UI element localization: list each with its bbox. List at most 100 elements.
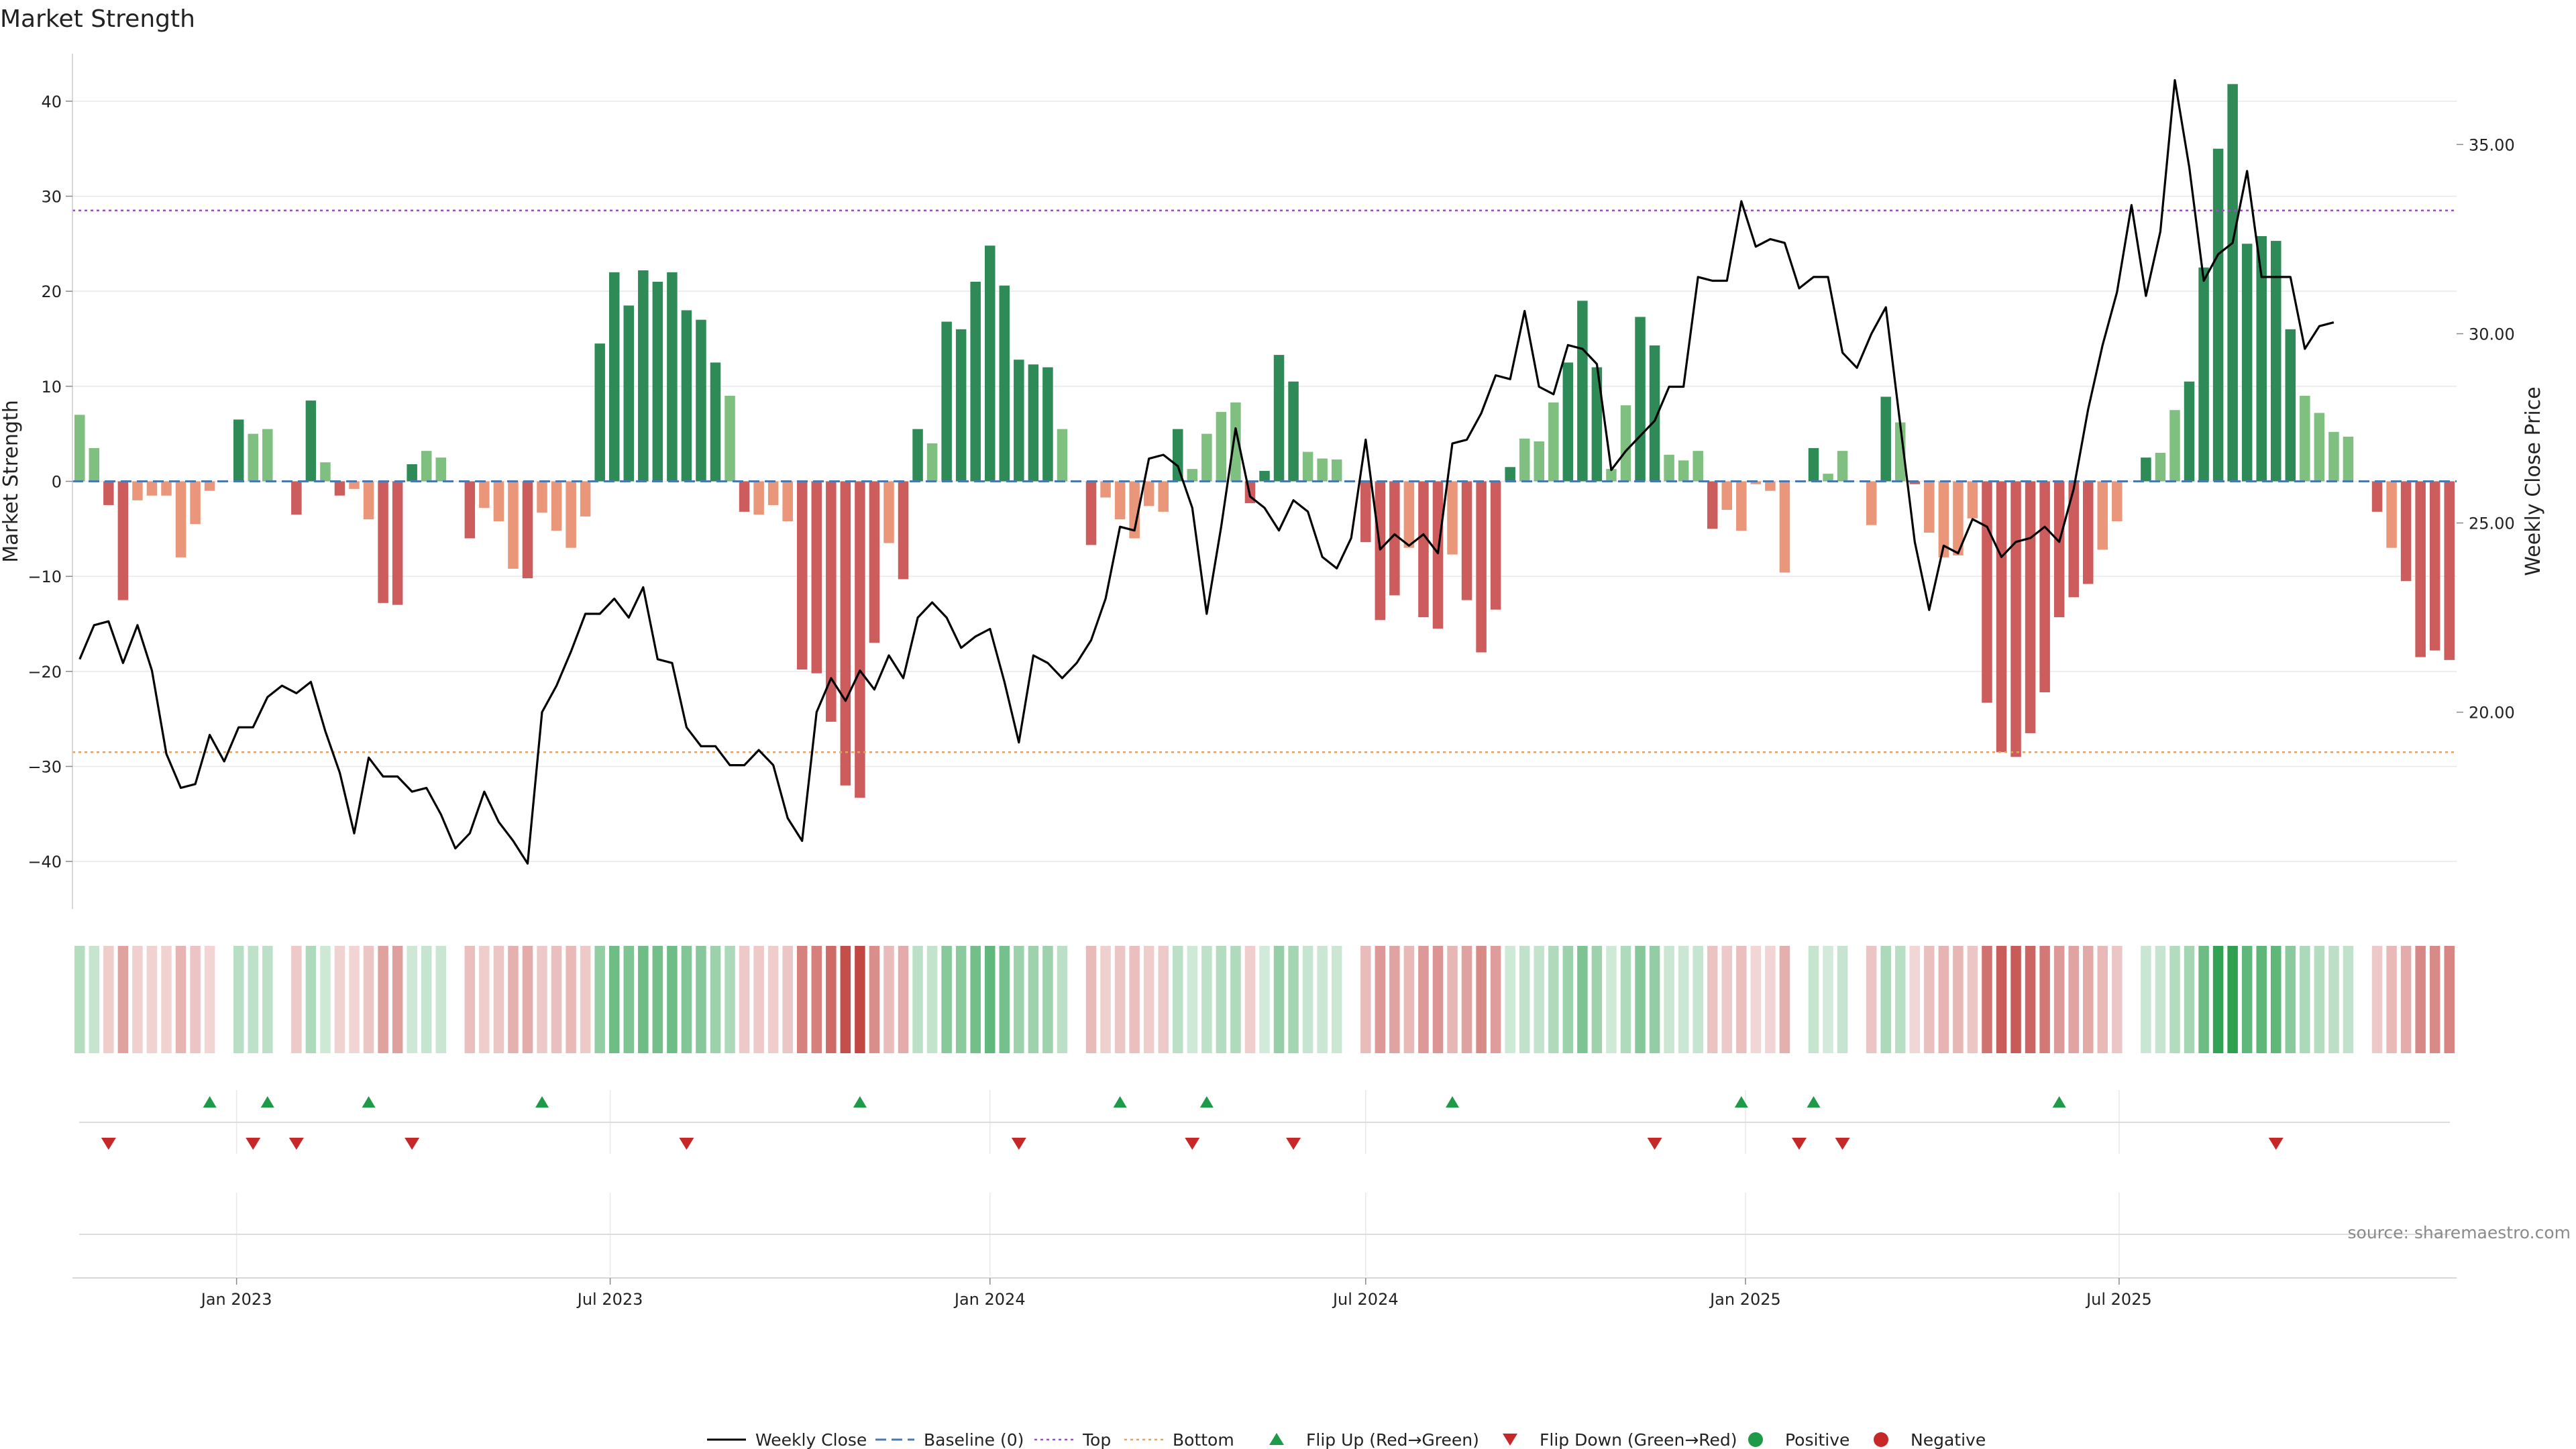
strength-bar	[1187, 469, 1198, 482]
heat-cell	[2400, 946, 2412, 1053]
legend-circle-icon	[1874, 1432, 1888, 1447]
strength-bar	[2343, 436, 2354, 482]
strength-bar	[941, 321, 952, 482]
grid	[72, 101, 2457, 1276]
strength-bar	[1823, 474, 1833, 482]
heat-cell	[2025, 946, 2036, 1053]
strength-bar	[190, 481, 201, 525]
heat-cell	[1302, 946, 1313, 1053]
strength-bar	[1534, 441, 1545, 482]
strength-bars	[74, 84, 2455, 798]
strength-bar	[1042, 367, 1053, 482]
flip-down-marker	[1286, 1138, 1301, 1150]
strength-bar	[1938, 481, 1949, 557]
strength-bar	[2314, 413, 2325, 482]
heat-cell	[1028, 946, 1039, 1053]
strength-bar	[551, 481, 562, 531]
heat-cell	[464, 946, 476, 1053]
x-tick-label: Jul 2023	[576, 1290, 643, 1309]
strength-bar	[464, 481, 476, 539]
strength-bar	[1403, 481, 1415, 548]
strength-bar	[175, 481, 186, 557]
heat-cell	[2212, 946, 2224, 1053]
heat-cell	[1577, 946, 1588, 1053]
flip-down-marker	[1185, 1138, 1200, 1150]
heat-cell	[2386, 946, 2397, 1053]
source-note: source: sharemaestro.com	[2348, 1223, 2571, 1242]
heat-cell	[594, 946, 605, 1053]
heat-cell	[1606, 946, 1617, 1053]
heat-cell	[1461, 946, 1472, 1053]
heat-cell	[999, 946, 1010, 1053]
heat-cell	[103, 946, 114, 1053]
flip-markers	[101, 1096, 2284, 1150]
x-tick-label: Jan 2023	[200, 1290, 272, 1309]
strength-bar	[320, 462, 331, 482]
strength-bar	[1664, 454, 1674, 482]
heat-cell	[2415, 946, 2426, 1053]
strength-bar	[305, 400, 317, 482]
strength-bar	[1808, 447, 1819, 482]
heat-cell	[2429, 946, 2440, 1053]
heat-cell	[869, 946, 880, 1053]
strength-bar	[2184, 381, 2195, 482]
heat-cell	[1953, 946, 1964, 1053]
heat-cell	[941, 946, 952, 1053]
heat-cell	[753, 946, 764, 1053]
heat-cell	[117, 946, 129, 1053]
strength-bar	[566, 481, 576, 548]
y-left-tick-label: −20	[28, 663, 62, 682]
strength-bar	[1519, 438, 1530, 482]
heat-cell	[638, 946, 649, 1053]
strength-bar	[1360, 481, 1371, 543]
strength-bar	[1432, 481, 1444, 629]
strength-bar	[898, 481, 909, 580]
flip-down-marker	[288, 1138, 304, 1150]
strength-bar	[2212, 148, 2224, 482]
heat-cell	[2010, 946, 2021, 1053]
strength-bar	[652, 282, 663, 482]
flip-down-marker	[679, 1138, 694, 1150]
y-left-tick-label: 10	[41, 378, 62, 396]
y-right-tick-label: 35.00	[2469, 136, 2515, 154]
strength-bar	[1505, 467, 1515, 482]
strength-bar	[926, 443, 938, 482]
heat-cell	[1591, 946, 1603, 1053]
heat-cell	[1201, 946, 1212, 1053]
heat-cell	[1042, 946, 1053, 1053]
legend: Weekly Close Baseline (0) Top Bottom Flip Up…	[707, 1430, 1986, 1449]
heat-cell	[652, 946, 663, 1053]
heat-cell	[1158, 946, 1169, 1053]
heat-cell	[320, 946, 331, 1053]
heat-cell	[1837, 946, 1848, 1053]
heat-cell	[1230, 946, 1241, 1053]
heat-cell	[1403, 946, 1415, 1053]
strength-bar	[984, 246, 996, 482]
strength-bar	[262, 429, 273, 482]
strength-bar	[696, 319, 706, 482]
strength-bar	[2068, 481, 2079, 598]
heat-cell	[2343, 946, 2354, 1053]
strength-bar	[999, 285, 1010, 482]
strength-bar	[1230, 402, 1241, 482]
y-left-tick-label: −40	[28, 853, 62, 871]
heat-cell	[421, 946, 432, 1053]
flip-up-marker	[1807, 1096, 1821, 1108]
legend-label: Flip Up (Red→Green)	[1306, 1430, 1479, 1449]
strength-bar	[638, 270, 649, 482]
strength-bar	[1014, 360, 1024, 482]
flip-up-marker	[2052, 1096, 2066, 1108]
strength-bar	[1577, 301, 1588, 482]
heat-cell	[1389, 946, 1400, 1053]
legend-triangle-down-icon	[1503, 1434, 1517, 1446]
heat-cell	[291, 946, 302, 1053]
heat-cell	[1114, 946, 1126, 1053]
strength-bar	[1216, 412, 1227, 482]
strength-bar	[869, 481, 880, 643]
heat-cell	[1736, 946, 1747, 1053]
y-axis-right-label: Weekly Close Price	[2522, 386, 2545, 576]
strength-bar	[2256, 236, 2267, 482]
flip-up-marker	[260, 1096, 274, 1108]
strength-bar	[522, 481, 533, 578]
heat-cell	[1014, 946, 1024, 1053]
